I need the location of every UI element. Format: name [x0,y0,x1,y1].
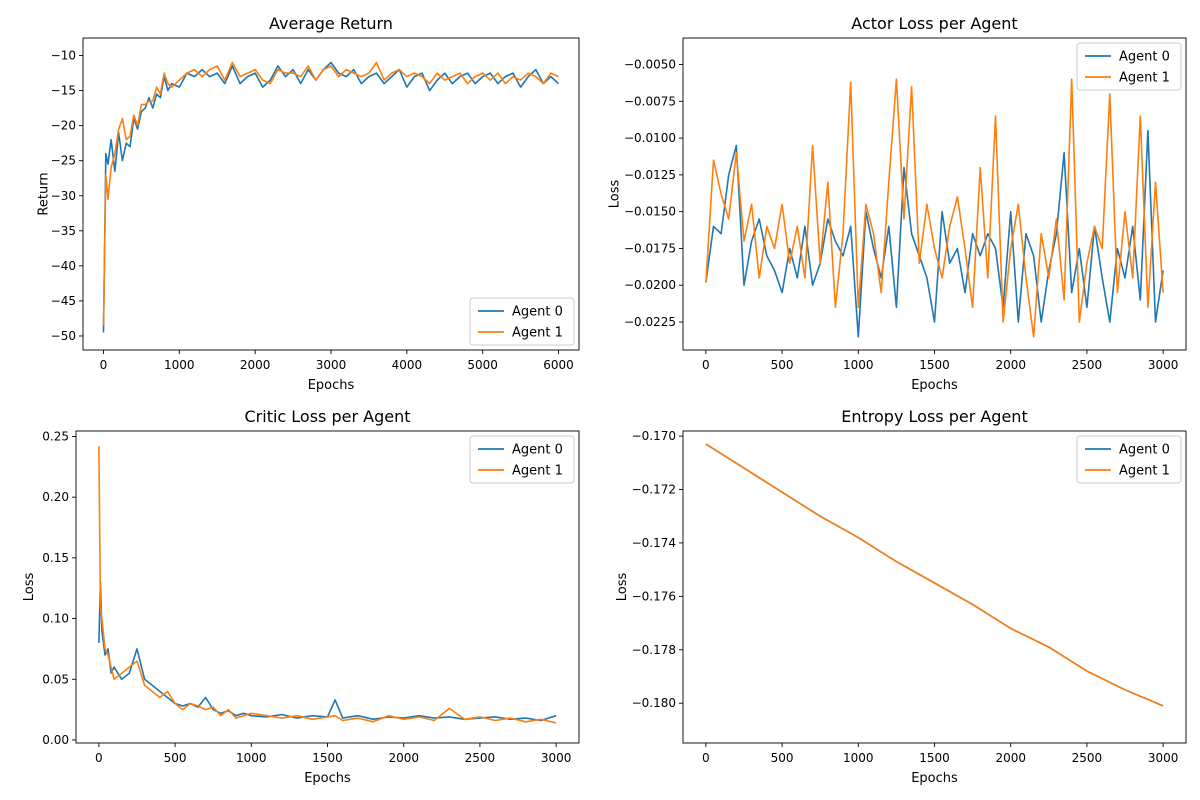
series-line-agent-0 [102,61,560,333]
series-line-agent-0 [98,581,557,722]
y-axis-label: Loss [615,573,630,602]
legend-label-agent-0: Agent 0 [512,305,563,320]
y-tick-label: −40 [51,259,76,273]
y-tick-label: −0.0175 [624,241,676,255]
legend: Agent 0 Agent 1 [469,297,575,346]
x-tick-label: 3000 [316,358,347,372]
y-tick-label: −0.0150 [624,205,676,219]
y-tick-label: −0.0200 [624,278,676,292]
x-tick-label: 2500 [465,751,496,765]
x-tick-label: 3000 [541,751,572,765]
x-tick-label: 1000 [164,358,195,372]
x-tick-label: 0 [702,751,710,765]
legend-label-agent-1: Agent 1 [1119,464,1170,479]
x-tick-label: 2000 [388,751,419,765]
legend: Agent 0 Agent 1 [1076,42,1182,91]
y-tick-label: −0.180 [632,696,676,710]
x-tick-label: 2000 [995,358,1026,372]
series-line-agent-1 [705,443,1164,707]
x-tick-label: 1500 [919,358,950,372]
x-tick-label: 2000 [240,358,271,372]
legend-label-agent-1: Agent 1 [512,464,563,479]
y-tick-label: −0.172 [632,483,676,497]
y-tick-label: −35 [51,224,76,238]
y-tick-label: −50 [51,329,76,343]
y-tick-label: 0.20 [42,490,69,504]
chart-title: Average Return [269,14,393,33]
x-tick-label: 6000 [543,358,574,372]
x-tick-label: 0 [95,751,103,765]
legend-label-agent-0: Agent 0 [1119,50,1170,65]
x-tick-label: 1000 [236,751,267,765]
y-tick-label: −25 [51,154,76,168]
x-tick-label: 1500 [919,751,950,765]
chart-title: Critic Loss per Agent [245,407,411,426]
x-axis-label: Epochs [304,771,351,786]
x-tick-label: 0 [100,358,108,372]
y-tick-label: −0.174 [632,536,676,550]
x-tick-label: 2500 [1072,358,1103,372]
x-tick-label: 500 [771,358,794,372]
y-axis-label: Loss [22,573,37,602]
x-tick-label: 3000 [1148,358,1179,372]
chart-title: Actor Loss per Agent [851,14,1017,33]
y-tick-label: −0.0075 [624,94,676,108]
series-line-agent-0 [705,129,1164,338]
y-tick-label: −15 [51,84,76,98]
legend-label-agent-1: Agent 1 [1119,71,1170,86]
y-tick-label: 0.15 [42,551,69,565]
x-tick-label: 500 [771,751,794,765]
y-tick-label: 0.00 [42,733,69,747]
y-tick-label: −0.0100 [624,131,676,145]
chart-actor-loss: Actor Loss per Agent 0 500 1000 1500 2000 2500… [608,14,1187,393]
x-tick-label: 3000 [1148,751,1179,765]
legend-box [469,435,575,484]
y-tick-label: −0.0225 [624,315,676,329]
chart-avg-return: Average Return 0 1000 2000 3000 4000 5000 6000 −… [36,14,580,393]
series-line-agent-1 [98,446,557,724]
y-tick-label: −10 [51,49,76,63]
y-tick-label: −0.176 [632,589,676,603]
legend: Agent 0 Agent 1 [469,435,575,484]
x-tick-label: 2000 [995,751,1026,765]
x-tick-label: 500 [164,751,187,765]
x-tick-label: 5000 [467,358,498,372]
legend-box [469,297,575,346]
y-tick-label: −30 [51,189,76,203]
x-axis-label: Epochs [911,771,958,786]
x-tick-label: 1500 [312,751,343,765]
y-tick-label: −0.178 [632,643,676,657]
y-axis-label: Loss [608,180,623,209]
y-tick-label: 0.25 [42,429,69,443]
x-axis-label: Epochs [911,378,958,393]
y-tick-label: 0.10 [42,612,69,626]
legend-label-agent-1: Agent 1 [512,326,563,341]
chart-critic-loss: Critic Loss per Agent 0 500 1000 1500 2000 250… [22,407,580,786]
legend-box [1076,435,1182,484]
y-axis-label: Return [36,172,51,215]
legend: Agent 0 Agent 1 [1076,435,1182,484]
y-tick-label: −0.0125 [624,168,676,182]
y-tick-label: −0.170 [632,429,676,443]
x-tick-label: 1000 [843,751,874,765]
x-tick-label: 1000 [843,358,874,372]
series-line-agent-1 [705,78,1164,338]
legend-label-agent-0: Agent 0 [512,443,563,458]
y-tick-label: 0.05 [42,672,69,686]
y-tick-label: −20 [51,119,76,133]
series-line-agent-1 [102,61,559,326]
chart-entropy-loss: Entropy Loss per Agent 0 500 1000 1500 2000 25… [615,407,1187,786]
y-tick-label: −0.0050 [624,57,676,71]
x-axis-label: Epochs [308,378,355,393]
legend-label-agent-0: Agent 0 [1119,443,1170,458]
x-tick-label: 4000 [392,358,423,372]
x-tick-label: 0 [702,358,710,372]
chart-title: Entropy Loss per Agent [841,407,1027,426]
y-tick-label: −45 [51,294,76,308]
legend-box [1076,42,1182,91]
x-tick-label: 2500 [1072,751,1103,765]
